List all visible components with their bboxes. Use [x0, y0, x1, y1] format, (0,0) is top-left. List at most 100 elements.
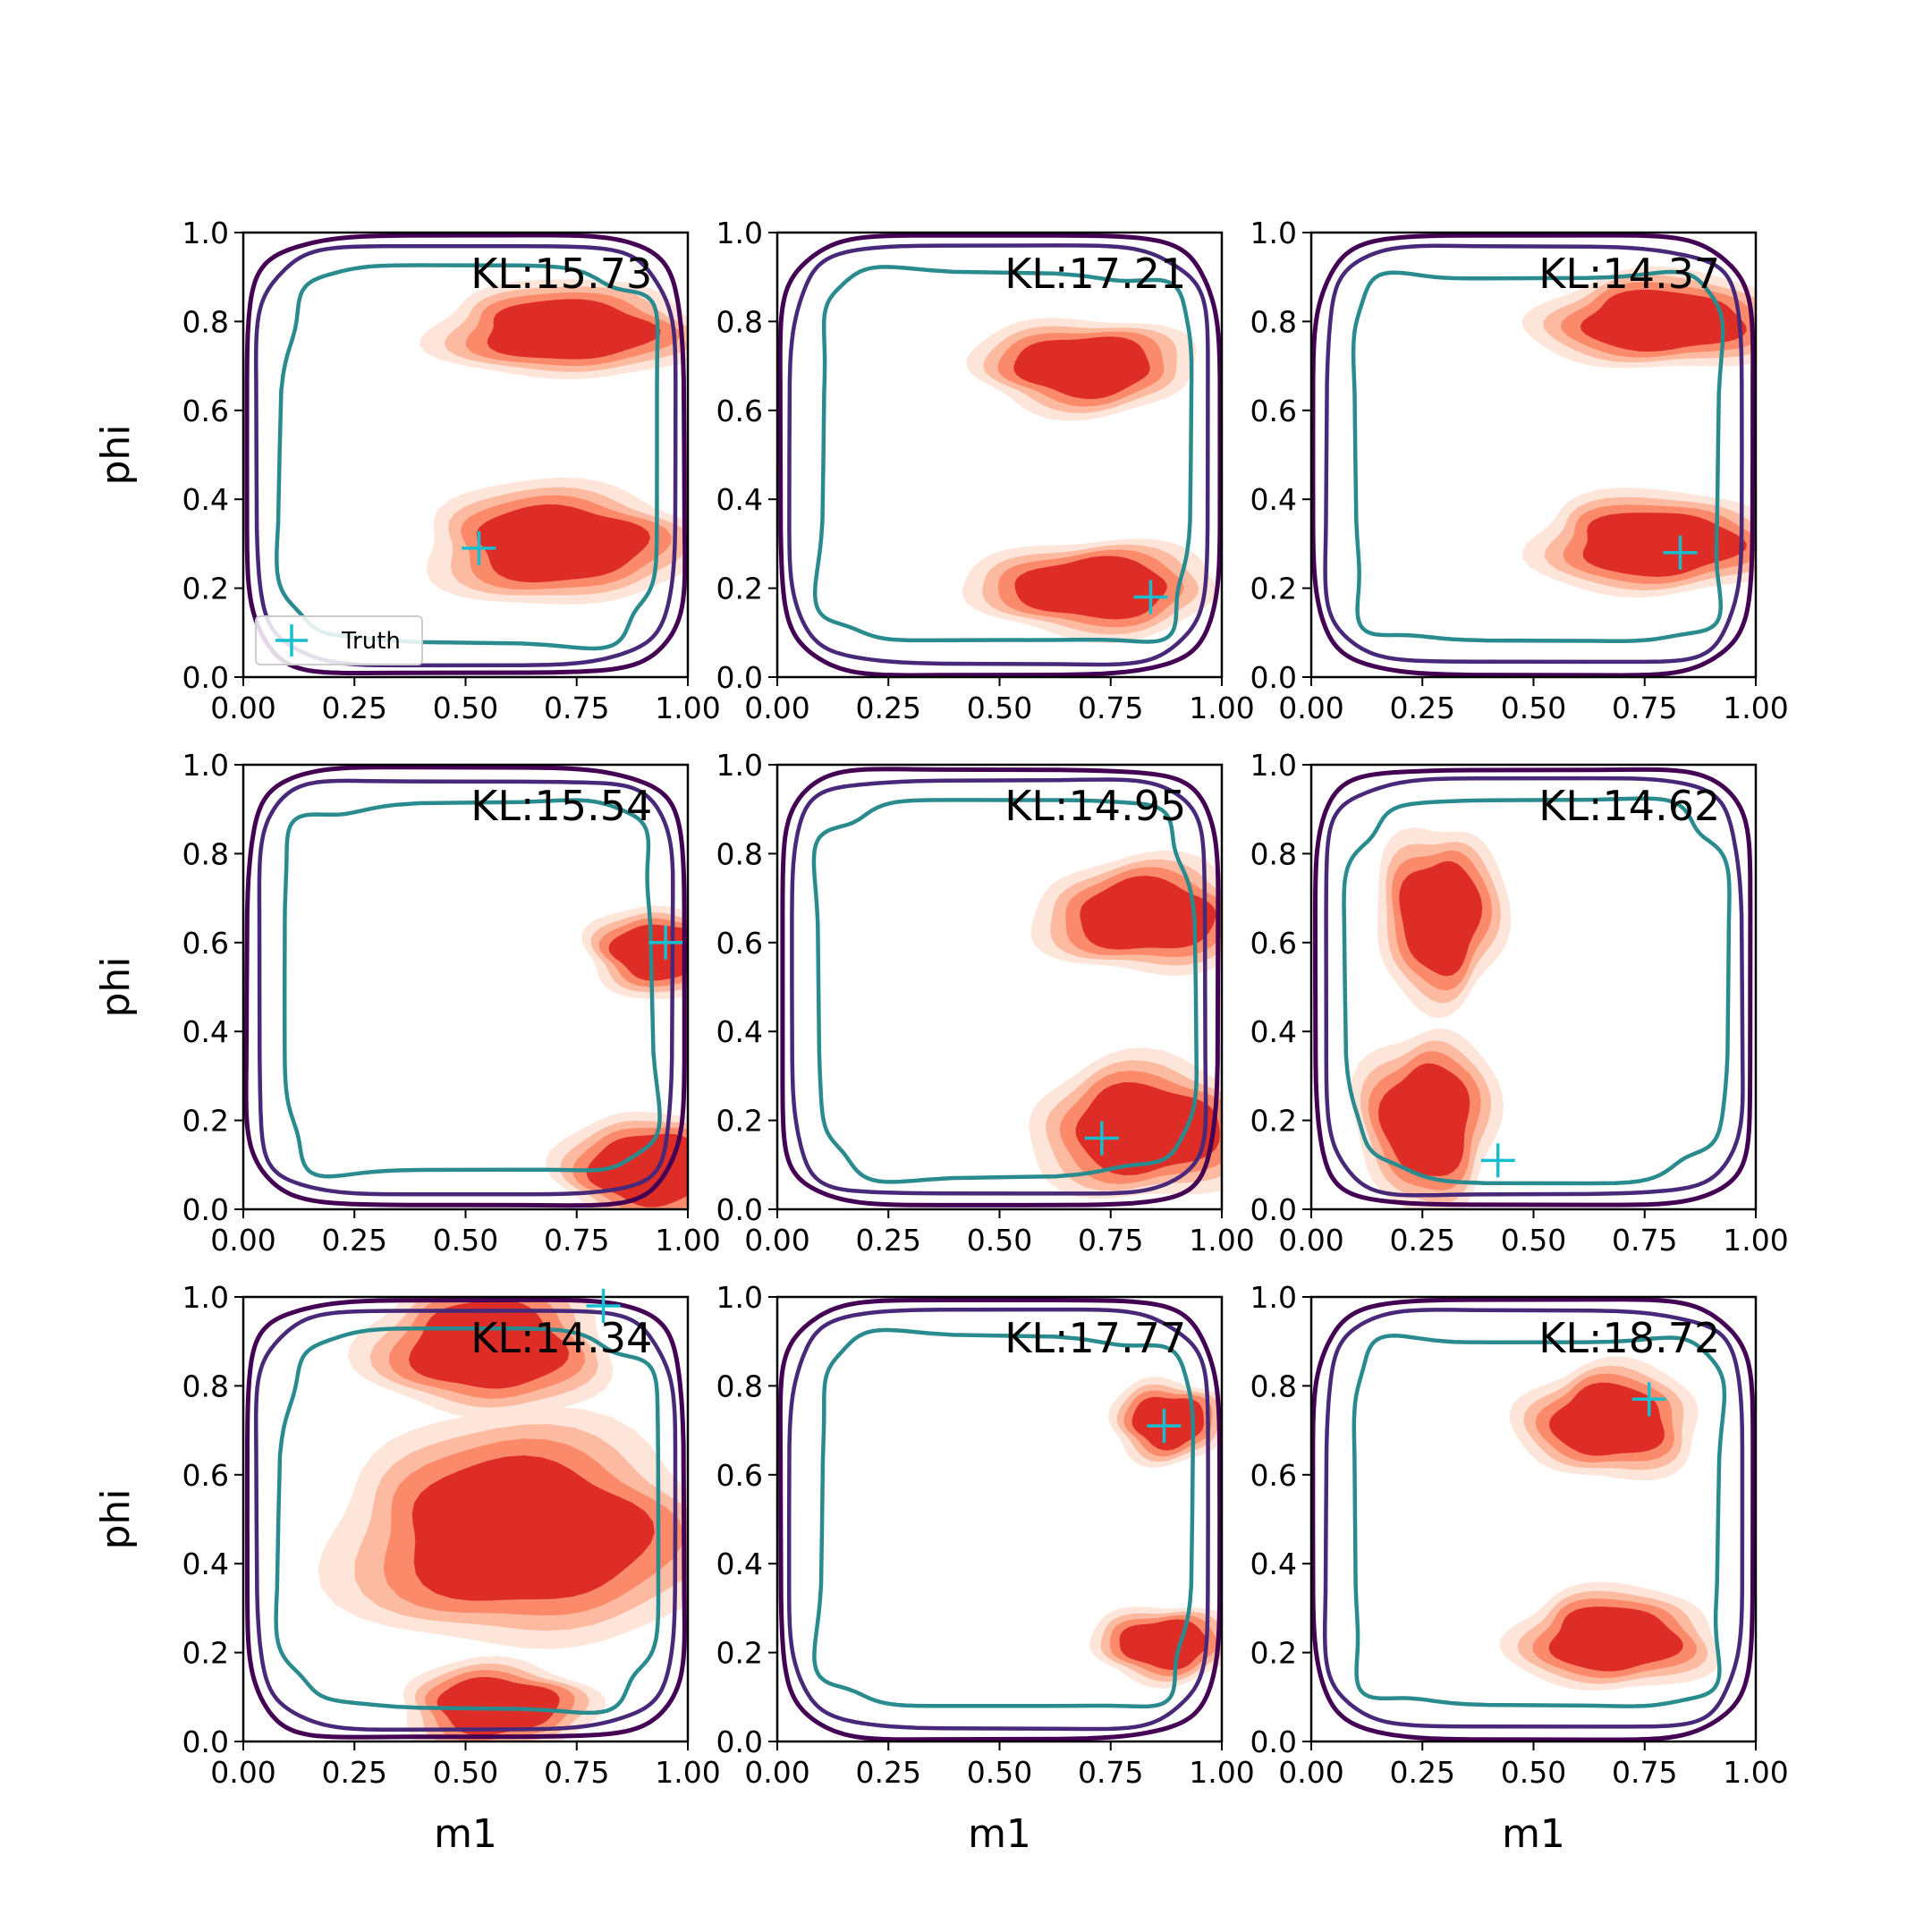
panel-plot-area [780, 767, 1222, 1208]
x-tick-label: 1.00 [655, 1223, 720, 1258]
panel-plot-area [1312, 767, 1753, 1209]
density-region [1580, 289, 1747, 352]
truth-marker [648, 925, 683, 960]
x-tick-label: 1.00 [1723, 1755, 1788, 1790]
y-tick-label: 0.2 [1250, 572, 1297, 606]
panel-plot-area [244, 1297, 688, 1741]
x-tick-label: 0.50 [967, 1755, 1032, 1790]
y-tick-label: 0.4 [182, 1546, 229, 1581]
density-region [411, 1455, 655, 1601]
x-tick-label: 1.00 [1189, 1755, 1254, 1790]
y-tick-label: 0.6 [1250, 926, 1297, 961]
truth-marker [1631, 1382, 1666, 1417]
density-region [608, 924, 688, 981]
y-axis-title: phi [93, 1488, 139, 1549]
second-contour-line [787, 243, 1210, 667]
x-tick-label: 0.75 [1612, 1755, 1677, 1790]
panel-plot-area [777, 233, 1222, 677]
truth-marker [1133, 580, 1168, 614]
legend: Truth [255, 615, 423, 665]
x-tick-label: 0.00 [1278, 691, 1343, 725]
inner-contour-line [282, 798, 662, 1179]
density-region [1377, 1063, 1470, 1176]
y-tick-label: 0.0 [1250, 660, 1297, 695]
y-tick-label: 0.8 [182, 304, 229, 339]
second-contour-line [253, 1309, 678, 1732]
x-tick-label: 0.50 [967, 1223, 1032, 1258]
y-tick-label: 0.4 [182, 482, 229, 517]
truth-marker [1147, 1409, 1182, 1444]
kl-annotation: KL:17.77 [1004, 1314, 1186, 1362]
y-tick-label: 0.2 [182, 1104, 229, 1139]
kl-annotation: KL:14.37 [1538, 250, 1720, 298]
kl-annotation: KL:17.21 [1004, 250, 1186, 298]
inner-contour-line [812, 1327, 1196, 1709]
x-axis-title: m1 [434, 1811, 497, 1857]
second-contour-line [1323, 243, 1744, 665]
legend-label: Truth [341, 628, 401, 655]
density-region [436, 1676, 560, 1736]
truth-marker [1084, 1121, 1119, 1156]
panel-plot-area [243, 765, 688, 1209]
y-tick-label: 0.2 [182, 1636, 229, 1671]
y-tick-label: 0.6 [716, 394, 763, 428]
x-tick-label: 0.50 [967, 691, 1032, 725]
x-tick-label: 0.50 [433, 1755, 498, 1790]
y-tick-label: 0.6 [716, 1458, 763, 1493]
y-tick-label: 0.0 [182, 1192, 229, 1227]
y-tick-label: 0.0 [182, 1724, 229, 1759]
y-tick-label: 0.2 [182, 572, 229, 606]
density-region [487, 299, 661, 360]
density-region [1013, 336, 1150, 400]
x-tick-label: 0.25 [1390, 691, 1455, 725]
density-region [1075, 1082, 1220, 1175]
y-tick-label: 0.2 [716, 1636, 763, 1671]
outer-contour-line [780, 767, 1221, 1208]
y-tick-label: 0.8 [716, 304, 763, 339]
outer-contour-line [244, 1297, 687, 1740]
y-tick-label: 0.4 [716, 1546, 763, 1581]
panel-9: 0.00 0.25 0.50 0.75 1.00 0.0 0.2 0.4 0.6 0.8 1.0 KL… [1250, 1280, 1789, 1790]
x-tick-label: 0.75 [544, 691, 609, 725]
second-contour-line [257, 778, 675, 1197]
legend-box [255, 615, 423, 665]
y-tick-label: 0.0 [1250, 1724, 1297, 1759]
x-tick-label: 1.00 [1723, 691, 1788, 725]
x-tick-label: 0.25 [322, 691, 387, 725]
panel-7: 0.00 0.25 0.50 0.75 1.00 0.0 0.2 0.4 0.6 0.8 1.0 KL… [182, 1280, 721, 1790]
y-tick-label: 1.0 [1250, 216, 1297, 250]
panel-plot-area [1311, 233, 1756, 677]
x-tick-label: 1.00 [1189, 1223, 1254, 1258]
second-contour-line [1322, 1308, 1745, 1729]
y-tick-label: 1.0 [1250, 748, 1297, 783]
x-tick-label: 0.75 [1612, 1223, 1677, 1258]
x-tick-label: 0.00 [210, 691, 275, 725]
panel-8: 0.00 0.25 0.50 0.75 1.00 0.0 0.2 0.4 0.6 0.8 1.0 KL… [716, 1280, 1255, 1790]
inner-contour-line [811, 798, 1199, 1184]
outer-contour-line [244, 233, 688, 675]
x-tick-label: 0.50 [1501, 1755, 1566, 1790]
density-region [1549, 1382, 1665, 1456]
x-tick-label: 0.50 [1501, 1223, 1566, 1258]
density-region [409, 1300, 570, 1389]
y-tick-label: 1.0 [716, 748, 763, 783]
panel-plot-area [244, 233, 688, 675]
y-tick-label: 1.0 [182, 216, 229, 250]
panel-5: 0.00 0.25 0.50 0.75 1.00 0.0 0.2 0.4 0.6 0.8 1.0 KL… [716, 748, 1255, 1258]
y-tick-label: 0.6 [1250, 394, 1297, 428]
x-tick-label: 0.00 [744, 1223, 809, 1258]
panel-2: 0.00 0.25 0.50 0.75 1.00 0.0 0.2 0.4 0.6 0.8 1.0 KL… [716, 216, 1255, 725]
x-tick-label: 0.50 [433, 691, 498, 725]
x-tick-label: 0.00 [210, 1223, 275, 1258]
inner-contour-line [812, 265, 1194, 644]
inner-contour-line [274, 1326, 661, 1716]
x-tick-label: 0.25 [856, 1223, 921, 1258]
y-tick-label: 0.6 [182, 926, 229, 961]
panel-4: 0.00 0.25 0.50 0.75 1.00 0.0 0.2 0.4 0.6 0.8 1.0 KL… [182, 748, 721, 1258]
y-tick-label: 0.8 [182, 1368, 229, 1403]
density-region [1131, 1396, 1204, 1451]
outer-contour-line [777, 1298, 1222, 1741]
x-tick-label: 1.00 [655, 1755, 720, 1790]
y-tick-label: 0.2 [1250, 1104, 1297, 1139]
x-tick-label: 0.00 [1278, 1223, 1343, 1258]
